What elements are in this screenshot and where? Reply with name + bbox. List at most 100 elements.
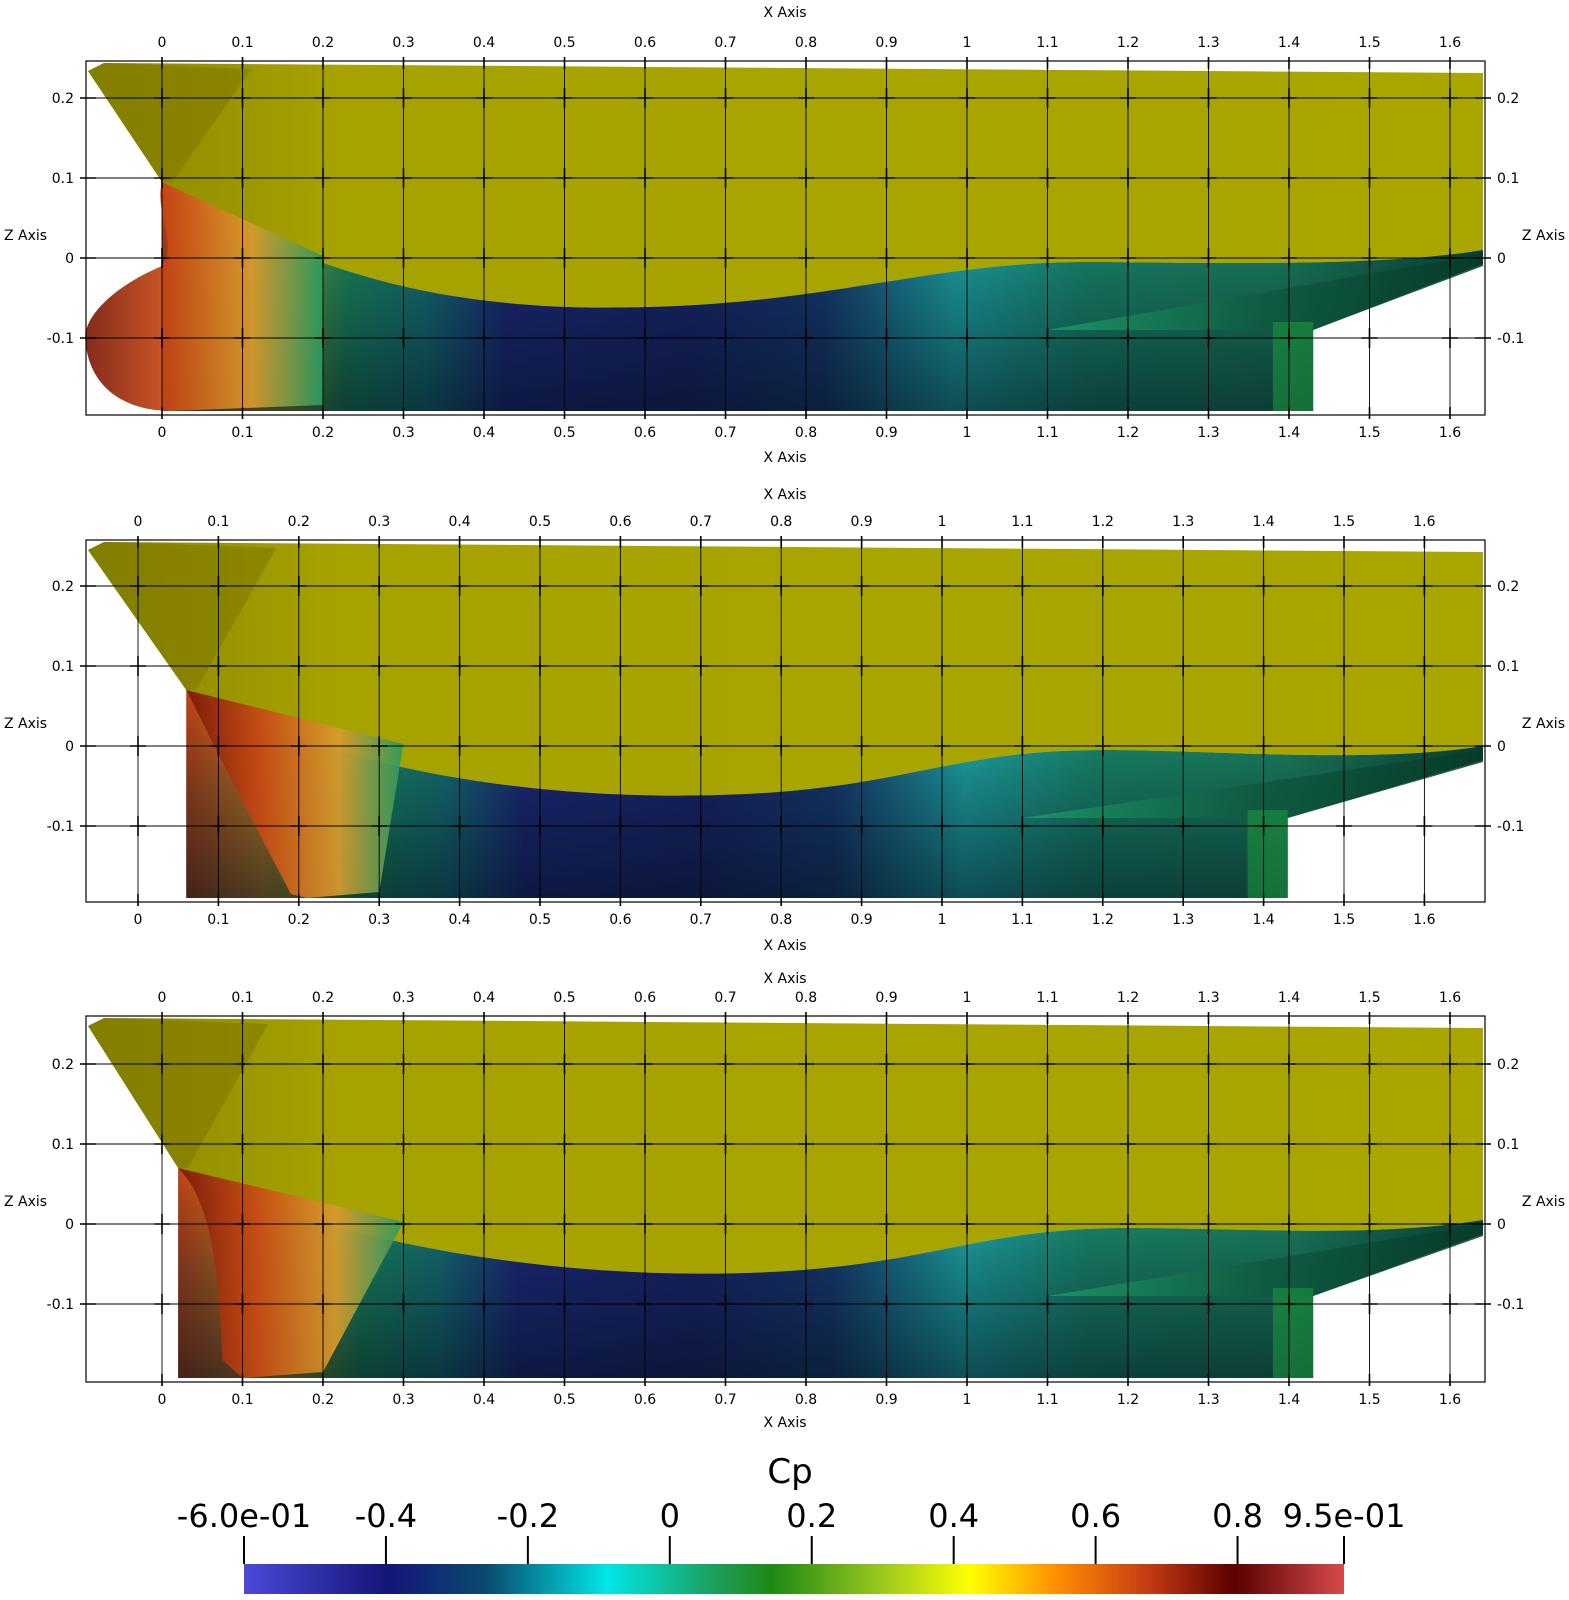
- x-axis-title-bottom: X Axis: [763, 1415, 806, 1431]
- x-tick-label-top: 0.1: [231, 35, 253, 51]
- x-tick-label-top: 0: [158, 35, 167, 51]
- transom-strip: [1272, 1288, 1314, 1378]
- x-tick-label-top: 0.5: [529, 514, 551, 530]
- x-tick-label-bottom: 0.4: [473, 425, 495, 441]
- x-tick-label-bottom: 1.6: [1439, 425, 1461, 441]
- x-tick-label-top: 1.4: [1278, 35, 1300, 51]
- x-tick-label-bottom: 1.5: [1358, 425, 1380, 441]
- hull-dry-surface: [88, 63, 1483, 308]
- x-tick-label-top: 0.6: [634, 35, 656, 51]
- x-tick-label-bottom: 1.1: [1036, 1392, 1058, 1408]
- x-tick-label-bottom: 0.3: [392, 1392, 414, 1408]
- stern-surface: [1022, 750, 1483, 818]
- x-tick-label-bottom: 1.4: [1252, 912, 1274, 928]
- x-tick-label-bottom: 1.2: [1117, 425, 1139, 441]
- bow-flare-shade: [88, 1018, 269, 1168]
- x-tick-label-top: 0.8: [795, 990, 817, 1006]
- bow-pressure-region: [186, 690, 404, 898]
- x-tick-label-top: 1.2: [1117, 35, 1139, 51]
- x-tick-label-top: 1.5: [1358, 990, 1380, 1006]
- x-axis-title-bottom: X Axis: [763, 938, 806, 954]
- hull-dry-surface: [88, 1018, 1483, 1274]
- bow-pressure-region: [178, 1168, 404, 1378]
- x-tick-label-bottom: 0.8: [770, 912, 792, 928]
- z-tick-label-right: 0: [1497, 1217, 1506, 1233]
- x-tick-label-top: 1.3: [1197, 990, 1219, 1006]
- panel-top: 0 0 0.1 0.1 0.2 0.2 0.3 0.3 0.4 0.4 0.5 0.5 0.6 0.6 0.…: [4, 5, 1565, 466]
- colorbar-label: -0.2: [497, 1497, 559, 1535]
- x-tick-label-top: 1.2: [1092, 514, 1114, 530]
- stern-surface: [1047, 254, 1483, 330]
- x-tick-label-bottom: 0.4: [448, 912, 470, 928]
- x-tick-label-top: 0.9: [875, 35, 897, 51]
- x-tick-label-bottom: 0.5: [553, 425, 575, 441]
- x-tick-label-top: 1: [938, 514, 947, 530]
- hull-dry-surface: [88, 542, 1483, 796]
- x-tick-label-bottom: 0.6: [634, 425, 656, 441]
- colorbar-label: 0.4: [928, 1497, 979, 1535]
- x-tick-label-bottom: 0.7: [714, 1392, 736, 1408]
- x-tick-label-top: 0.6: [634, 990, 656, 1006]
- z-axis-title-right: Z Axis: [1522, 1194, 1565, 1210]
- z-tick-label-left: 0: [65, 739, 74, 755]
- z-tick-label-left: 0: [65, 251, 74, 267]
- colorbar-labels: -6.0e-01 -0.4 -0.2 0 0.2 0.4 0.6 0.8 9.5e-01: [177, 1497, 1406, 1535]
- x-tick-label-top: 0.9: [875, 990, 897, 1006]
- hull-bottom-shade: [186, 690, 1484, 898]
- z-tick-label-right: -0.1: [1497, 819, 1524, 835]
- plot-frame: [85, 60, 1486, 416]
- z-tick-label-left: 0.2: [52, 91, 74, 107]
- x-tick-label-bottom: 0.1: [231, 1392, 253, 1408]
- x-tick-label-bottom: 1.4: [1278, 425, 1300, 441]
- bow-flare-shade: [88, 63, 252, 182]
- x-tick-label-top: 0.8: [770, 514, 792, 530]
- x-tick-label-top: 1.2: [1117, 990, 1139, 1006]
- plot-frame: [85, 1015, 1486, 1383]
- z-tick-label-left: -0.1: [47, 331, 74, 347]
- x-axis-title-bottom: X Axis: [763, 450, 806, 466]
- x-tick-label-top: 1: [963, 35, 972, 51]
- z-tick-label-left: 0: [65, 1217, 74, 1233]
- x-tick-label-bottom: 0.2: [312, 1392, 334, 1408]
- x-tick-label-top: 1.1: [1036, 35, 1058, 51]
- x-tick-label-top: 0.3: [392, 35, 414, 51]
- colorbar-label: -0.4: [355, 1497, 417, 1535]
- x-tick-label-top: 1.3: [1197, 35, 1219, 51]
- x-tick-label-bottom: 0.7: [714, 425, 736, 441]
- colorbar-gradient: [244, 1564, 1344, 1594]
- z-axis-title-left: Z Axis: [4, 716, 47, 732]
- z-tick-label-right: 0: [1497, 739, 1506, 755]
- x-tick-label-bottom: 1.6: [1413, 912, 1435, 928]
- colorbar-label: 0.8: [1212, 1497, 1263, 1535]
- colorbar-label: 9.5e-01: [1283, 1497, 1406, 1535]
- x-tick-label-bottom: 0.1: [231, 425, 253, 441]
- x-tick-label-bottom: 0.3: [368, 912, 390, 928]
- x-tick-label-top: 1.4: [1278, 990, 1300, 1006]
- x-tick-label-top: 0: [158, 990, 167, 1006]
- x-tick-label-bottom: 0.2: [288, 912, 310, 928]
- x-tick-label-top: 0.3: [368, 514, 390, 530]
- z-axis-title-right: Z Axis: [1522, 228, 1565, 244]
- hull-bottom-shade: [162, 182, 1483, 411]
- z-tick-label-right: 0.1: [1497, 1137, 1519, 1153]
- x-tick-label-top: 1.1: [1011, 514, 1033, 530]
- x-tick-label-bottom: 0.4: [473, 1392, 495, 1408]
- x-tick-label-bottom: 1: [963, 1392, 972, 1408]
- x-tick-label-top: 0.2: [312, 990, 334, 1006]
- colorbar-title: Cp: [767, 1452, 812, 1492]
- x-tick-label-bottom: 1: [938, 912, 947, 928]
- z-tick-label-right: -0.1: [1497, 331, 1524, 347]
- x-tick-label-bottom: 0.8: [795, 425, 817, 441]
- hull-bottom-shade: [178, 1168, 1484, 1378]
- plot-frame: [85, 539, 1486, 903]
- colorbar-ticks: [243, 1536, 1345, 1564]
- x-axis-title-top: X Axis: [763, 5, 806, 21]
- x-tick-label-bottom: 1.2: [1117, 1392, 1139, 1408]
- x-tick-label-bottom: 1.2: [1092, 912, 1114, 928]
- x-tick-label-bottom: 0: [158, 1392, 167, 1408]
- bow-flare-shade: [88, 542, 277, 690]
- x-tick-label-top: 0.5: [553, 35, 575, 51]
- x-tick-label-top: 0.7: [690, 514, 712, 530]
- x-tick-label-bottom: 0.3: [392, 425, 414, 441]
- x-tick-label-top: 1.6: [1413, 514, 1435, 530]
